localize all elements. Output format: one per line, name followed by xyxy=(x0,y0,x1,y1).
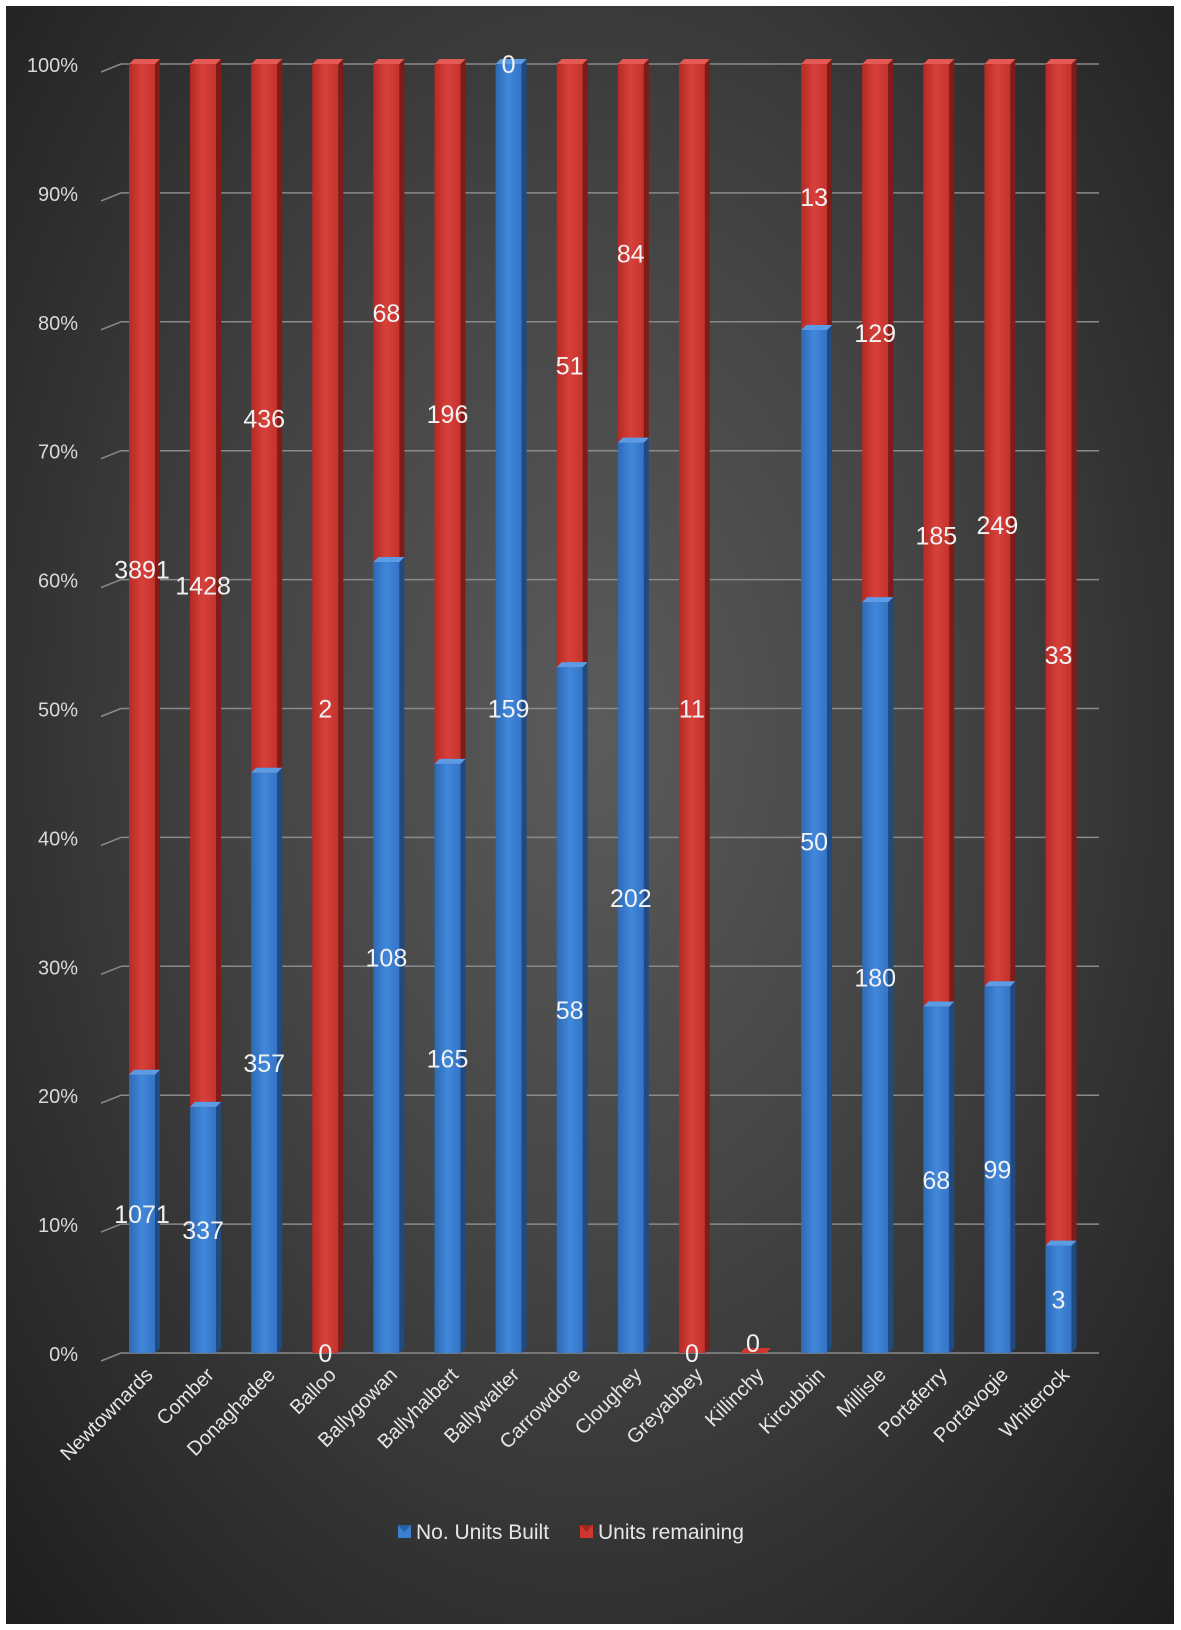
data-label-units-remaining: 196 xyxy=(427,401,469,429)
data-label-units-remaining: 1428 xyxy=(175,572,231,600)
bar-units-built xyxy=(1045,1240,1077,1353)
bar-units-built xyxy=(373,557,405,1353)
bar-units-remaining xyxy=(740,1348,771,1353)
bar-units-remaining xyxy=(129,59,160,1075)
bar-units-built xyxy=(434,758,466,1353)
data-label-units-built: 3 xyxy=(1052,1286,1066,1314)
data-label-units-built: 99 xyxy=(983,1157,1011,1185)
bar-units-built xyxy=(801,324,833,1353)
data-label-units-remaining: 2 xyxy=(318,696,332,724)
data-label-units-built: 357 xyxy=(243,1050,285,1078)
data-label-units-built: 108 xyxy=(366,945,408,973)
legend-label: No. Units Built xyxy=(416,1521,549,1544)
y-tick-label: 60% xyxy=(38,571,78,593)
data-label-units-remaining: 436 xyxy=(243,405,285,433)
bar-units-remaining xyxy=(923,59,955,1007)
x-category-label: Kircubbin xyxy=(755,1364,830,1439)
data-label-units-built: 68 xyxy=(922,1167,950,1195)
y-tick-label: 0% xyxy=(49,1344,78,1366)
gridline xyxy=(100,1352,1099,1362)
y-tick-label: 50% xyxy=(38,700,78,722)
data-label-units-remaining: 249 xyxy=(977,512,1019,540)
y-tick-label: 100% xyxy=(27,55,78,77)
data-label-units-remaining: 129 xyxy=(854,320,896,348)
data-label-units-built: 180 xyxy=(854,965,896,993)
y-tick-label: 20% xyxy=(38,1086,78,1108)
legend-item: Units remaining xyxy=(580,1521,744,1544)
y-tick-label: 40% xyxy=(38,828,78,850)
data-label-units-remaining: 68 xyxy=(372,300,400,328)
data-label-units-built: 50 xyxy=(800,828,828,856)
data-label-units-built: 159 xyxy=(488,696,530,724)
data-label-units-remaining: 33 xyxy=(1045,642,1073,670)
bar-units-remaining xyxy=(312,59,344,1353)
bar-units-remaining xyxy=(801,59,833,330)
bar-units-remaining xyxy=(556,59,588,668)
bar-units-remaining xyxy=(373,59,405,563)
y-tick-label: 80% xyxy=(38,313,78,335)
bar-units-remaining xyxy=(862,59,894,603)
bar-units-built xyxy=(556,662,588,1353)
x-category-label: Balloo xyxy=(286,1364,341,1419)
data-label-units-remaining: 11 xyxy=(679,696,705,724)
chart-area: 0% 10% 20% 30% 40% 50% 60% 70% 80% 90% 100% 1071 38… xyxy=(6,6,1174,1624)
x-category-label: Millisle xyxy=(833,1364,891,1422)
bar-units-remaining xyxy=(1045,59,1077,1246)
bar-units-remaining xyxy=(251,59,283,773)
data-label-units-built: 0 xyxy=(318,1340,332,1368)
data-label-units-remaining: 84 xyxy=(617,240,645,268)
bar-units-built xyxy=(923,1001,955,1353)
data-label-units-built: 1071 xyxy=(114,1201,170,1229)
data-label-units-remaining: 3891 xyxy=(114,556,170,584)
x-category-label: Newtownards xyxy=(56,1364,157,1465)
data-label-units-built: 0 xyxy=(746,1330,760,1358)
bar-units-built xyxy=(862,597,894,1353)
data-label-units-built: 165 xyxy=(427,1045,469,1073)
data-label-units-built: 0 xyxy=(685,1340,699,1368)
data-label-units-built: 202 xyxy=(610,885,652,913)
y-tick-label: 30% xyxy=(38,957,78,979)
data-label-units-built: 337 xyxy=(182,1217,224,1245)
data-label-units-built: 58 xyxy=(556,997,584,1025)
y-tick-label: 10% xyxy=(38,1215,78,1237)
bar-units-built xyxy=(984,981,1016,1353)
data-label-units-remaining: 51 xyxy=(556,353,584,381)
data-label-units-remaining: 185 xyxy=(915,522,957,550)
bar-units-remaining xyxy=(434,59,466,764)
bar-units-built xyxy=(617,437,649,1353)
bar-units-built xyxy=(190,1101,222,1353)
bar-units-remaining xyxy=(678,59,710,1353)
bar-units-remaining xyxy=(617,59,649,443)
bar-units-built xyxy=(129,1069,160,1353)
bar-units-remaining xyxy=(984,59,1016,987)
y-tick-label: 70% xyxy=(38,442,78,464)
legend-label: Units remaining xyxy=(598,1521,744,1544)
y-tick-label: 90% xyxy=(38,184,78,206)
data-label-units-remaining: 0 xyxy=(502,51,516,79)
stacked-percent-bar-chart: 0%10%20%30%40%50%60%70%80%90%100% 107138… xyxy=(27,51,1099,1544)
data-label-units-remaining: 13 xyxy=(800,184,828,212)
bar-units-built xyxy=(495,59,527,1353)
bar-units-remaining xyxy=(190,59,222,1107)
bar-units-built xyxy=(251,767,283,1353)
legend-item: No. Units Built xyxy=(398,1521,549,1544)
